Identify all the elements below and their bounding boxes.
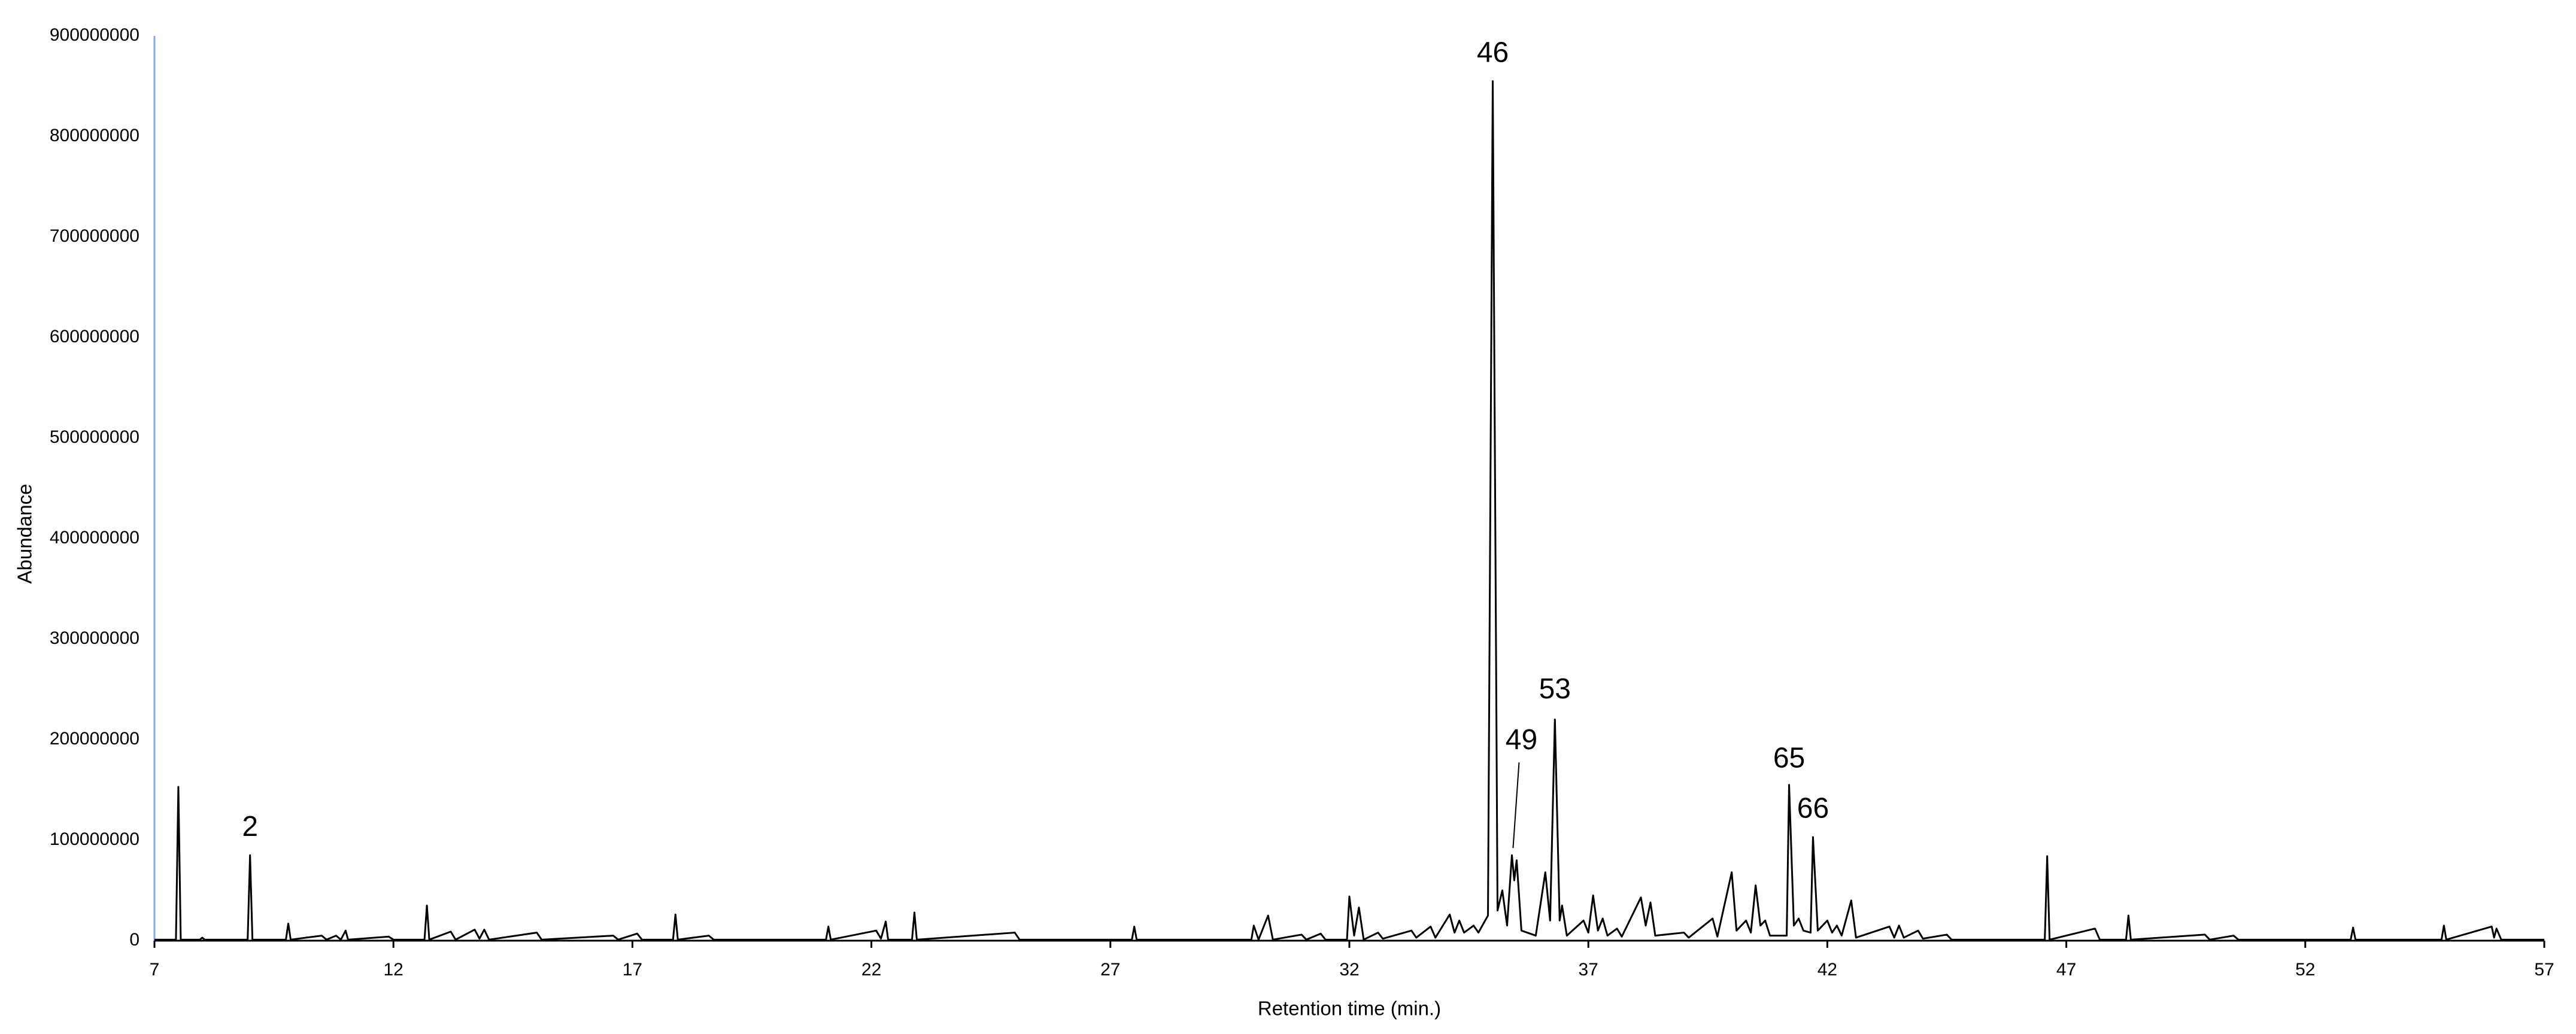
x-tick-label: 57 [2534, 960, 2554, 980]
y-tick-label: 300000000 [50, 628, 139, 648]
x-tick-label: 7 [150, 960, 160, 980]
peak-label: 53 [1539, 673, 1571, 705]
y-tick-label: 0 [129, 930, 139, 950]
peak-label: 66 [1797, 793, 1829, 825]
x-tick-label: 32 [1339, 960, 1359, 980]
y-axis-title: Abundance [14, 484, 36, 584]
y-tick-label: 500000000 [50, 427, 139, 447]
x-tick-label: 17 [623, 960, 642, 980]
x-axis-title: Retention time (min.) [1258, 997, 1441, 1020]
x-tick-label: 42 [1818, 960, 1837, 980]
peak-label: 2 [242, 811, 258, 843]
y-tick-label: 900000000 [50, 25, 139, 45]
x-tick-label: 47 [2056, 960, 2076, 980]
y-tick-label: 600000000 [50, 327, 139, 346]
y-tick-label: 800000000 [50, 126, 139, 145]
x-tick-label: 52 [2295, 960, 2315, 980]
peak-label: 46 [1477, 37, 1509, 68]
peak-label: 49 [1506, 724, 1537, 756]
x-tick-label: 27 [1100, 960, 1120, 980]
x-tick-label: 12 [384, 960, 403, 980]
leader-line [1512, 762, 1520, 849]
x-tick-label: 37 [1579, 960, 1598, 980]
y-tick-label: 200000000 [50, 729, 139, 749]
y-tick-label: 700000000 [50, 226, 139, 246]
peak-label: 65 [1773, 742, 1805, 774]
chromatogram-line [154, 80, 2544, 941]
y-tick-label: 100000000 [50, 829, 139, 849]
x-tick-label: 22 [861, 960, 881, 980]
y-tick-label: 400000000 [50, 528, 139, 548]
